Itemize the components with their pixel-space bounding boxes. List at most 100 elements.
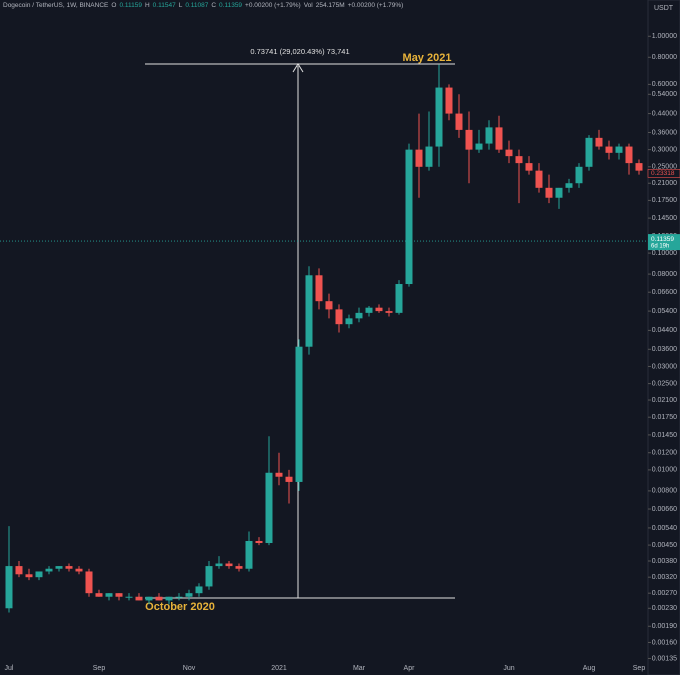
y-tick-label: 0.00230 [652, 605, 677, 612]
symbol: Dogecoin / TetherUS, 1W, BINANCE [3, 2, 109, 9]
candle-body [85, 571, 93, 594]
y-tick-label: 0.00320 [652, 574, 677, 581]
candle-body [455, 113, 463, 130]
candle-body [375, 307, 383, 312]
y-tick-label: 0.80000 [652, 54, 677, 61]
y-tick-label: 0.00160 [652, 639, 677, 646]
x-tick-label: Sep [633, 665, 646, 672]
candle-body [45, 568, 53, 572]
y-tick-label: 0.00660 [652, 506, 677, 513]
y-tick-label: 1.00000 [652, 33, 677, 40]
candle-body [535, 170, 543, 188]
y-tick-label: 0.08000 [652, 271, 677, 278]
candle-body [195, 586, 203, 594]
header: Dogecoin / TetherUS, 1W, BINANCE O 0.11159… [3, 2, 406, 9]
x-tick-label: Jun [503, 665, 514, 672]
candle-body [565, 183, 573, 188]
y-tick-label: 0.01000 [652, 467, 677, 474]
legend-item: 0.11547 [152, 2, 176, 9]
candle-body [35, 571, 43, 578]
y-tick-label: 0.25000 [652, 164, 677, 171]
candle-body [605, 146, 613, 153]
candle-body [245, 540, 253, 569]
y-tick-label: 0.00380 [652, 558, 677, 565]
candle-body [5, 566, 13, 609]
candle-body [505, 149, 513, 157]
candle-body [615, 146, 623, 153]
price-label-box [648, 234, 680, 251]
candle-body [465, 129, 473, 150]
y-tick-label: 0.21000 [652, 180, 677, 187]
candle-body [125, 596, 133, 598]
bottom-label: October 2020 [145, 601, 215, 613]
candle-body [265, 472, 273, 544]
candle-body [275, 472, 283, 477]
y-tick-label: 0.02100 [652, 397, 677, 404]
y-tick-label: 0.36000 [652, 129, 677, 136]
candle-body [25, 574, 33, 578]
price-label: 0.11359 [651, 236, 674, 243]
marked-price-box [647, 169, 680, 178]
x-tick-label: Sep [93, 665, 106, 672]
y-tick-label: 0.44000 [652, 110, 677, 117]
candle-body [475, 143, 483, 150]
y-tick-label: 0.06600 [652, 289, 677, 296]
candle-body [95, 593, 103, 597]
candle-body [175, 596, 183, 598]
legend-item: 0.11087 [185, 2, 209, 9]
legend-item: H [144, 2, 150, 9]
y-tick-label: 0.00270 [652, 590, 677, 597]
candle-body [315, 275, 323, 302]
candle-body [235, 566, 243, 569]
y-tick-label: 0.05400 [652, 308, 677, 315]
candle-body [105, 593, 113, 597]
candle-body [115, 593, 123, 597]
candle-body [525, 163, 533, 171]
candle-body [55, 566, 63, 569]
marked-price: 0.23318 [651, 170, 675, 177]
candle-body [445, 87, 453, 114]
candle-body [345, 318, 353, 325]
candle-body [65, 566, 73, 569]
candle-body [155, 596, 163, 601]
y-tick-label: 0.00135 [652, 655, 677, 662]
y-tick-label: 0.60000 [652, 81, 677, 88]
y-tick-label: 0.03000 [652, 363, 677, 370]
candle-body [335, 309, 343, 325]
candle-body [165, 596, 173, 601]
candle-body [285, 476, 293, 482]
candle-body [385, 311, 393, 313]
candle-body [135, 596, 143, 601]
y-tick-label: 0.54000 [652, 91, 677, 98]
candle-body [415, 149, 423, 167]
candle-body [185, 593, 193, 597]
x-tick-label: Nov [183, 665, 196, 672]
candle-body [325, 301, 333, 310]
y-tick-label: 0.00800 [652, 488, 677, 495]
candle-body [405, 149, 413, 285]
candle-body [595, 137, 603, 147]
legend-item: 0.11359 [219, 2, 243, 9]
y-tick-label: 0.01450 [652, 432, 677, 439]
legend-item: +0.00200 (+1.79%) [245, 2, 301, 9]
candle-body [15, 566, 23, 575]
y-tick-label: 0.10000 [652, 250, 677, 257]
y-tick-label: 0.00450 [652, 542, 677, 549]
legend-item: O [111, 2, 117, 9]
legend-item: 254.175M [315, 2, 345, 9]
candle-body [145, 596, 153, 601]
legend-item: L [178, 2, 183, 9]
candle-body [545, 187, 553, 198]
x-tick-label: Jul [5, 665, 14, 672]
candle-body [625, 146, 633, 164]
y-tick-label: 0.04400 [652, 327, 677, 334]
candle-body [495, 127, 503, 150]
candle-body [255, 540, 263, 544]
candle-body [215, 563, 223, 567]
legend-item: 0.11159 [119, 2, 142, 9]
legend-item: Vol [303, 2, 313, 9]
candle-body [435, 87, 443, 147]
candle-body [305, 275, 313, 347]
countdown: 6d 19h [651, 244, 669, 250]
measure-label: 0.73741 (29,020.43%) 73,741 [250, 47, 349, 56]
